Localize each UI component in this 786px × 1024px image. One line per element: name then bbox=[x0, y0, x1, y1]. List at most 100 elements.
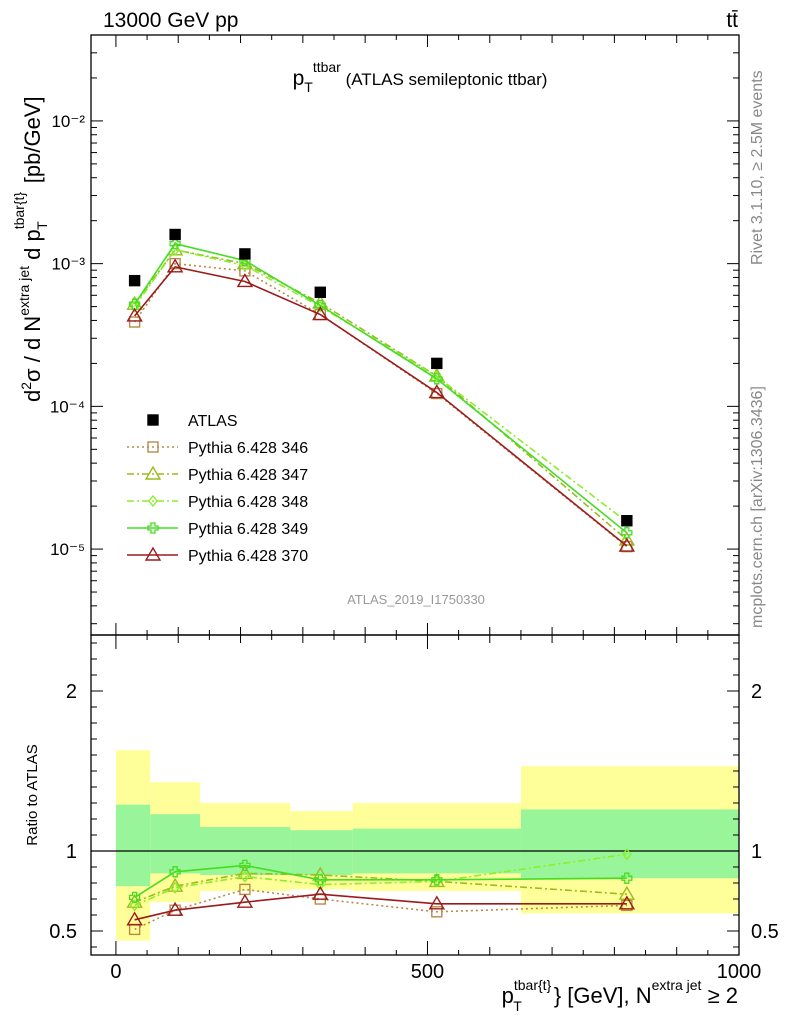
atlas-data-point bbox=[431, 357, 443, 370]
ratio-point bbox=[239, 859, 251, 872]
main-y-tick-label: 10⁻⁵ bbox=[50, 540, 85, 559]
ratio-y-axis-label: Ratio to ATLAS bbox=[24, 744, 41, 845]
legend-label: Pythia 6.428 349 bbox=[188, 521, 308, 538]
series-line bbox=[133, 265, 628, 547]
ratio-y-tick-label: 1 bbox=[66, 841, 77, 863]
ratio-y-tick-label: 2 bbox=[751, 681, 762, 703]
main-panel: 10⁻⁵ 10⁻⁴ 10⁻³ 10⁻² pTttbar (ATLAS semilept… bbox=[11, 34, 740, 636]
series-point bbox=[236, 273, 254, 288]
legend-label: Pythia 6.428 348 bbox=[188, 494, 308, 511]
legend: ATLAS Pythia 6.428 346 Pythia 6.428 347 Pyt… bbox=[127, 413, 308, 565]
mcplots-label: mcplots.cern.ch [arXiv:1306.3436] bbox=[749, 386, 766, 628]
ratio-y-tick-label: 2 bbox=[66, 681, 77, 703]
ratio-point bbox=[314, 874, 326, 886]
ratio-point bbox=[240, 870, 250, 883]
atlas-data-point bbox=[169, 228, 181, 241]
ratio-series-group bbox=[126, 848, 636, 936]
x-tick-label: 1000 bbox=[717, 961, 762, 983]
x-axis-label: ptbar{t} T} [GeV], Nextra jet ≥ 2 bbox=[502, 977, 738, 1014]
ratio-point bbox=[618, 885, 636, 900]
chart-title: pTttbar (ATLAS semileptonic ttbar) bbox=[293, 59, 548, 95]
ratio-line bbox=[134, 864, 627, 899]
analysis-watermark: ATLAS_2019_I1750330 bbox=[347, 592, 485, 607]
ratio-point bbox=[166, 901, 184, 916]
collision-label: 13000 GeV pp bbox=[103, 9, 238, 32]
ratio-y-tick-label: 0.5 bbox=[49, 921, 77, 943]
series-point bbox=[312, 306, 329, 321]
inner-band bbox=[290, 830, 353, 875]
process-label: tt̄ bbox=[726, 9, 738, 32]
ratio-panel: 0.5 0.5 1 1 2 2 0 500 1000 Ratio to ATLAS ptbar{… bbox=[24, 634, 779, 1014]
ratio-line bbox=[134, 893, 627, 921]
ratio-point bbox=[431, 906, 443, 918]
series-point bbox=[126, 307, 143, 322]
ratio-point bbox=[621, 872, 633, 884]
main-y-tick-label: 10⁻² bbox=[51, 112, 85, 131]
series-point bbox=[166, 258, 184, 273]
x-tick-label: 0 bbox=[110, 961, 121, 983]
atlas-data-point bbox=[128, 274, 141, 287]
ratio-uncertainty-bands bbox=[91, 750, 739, 941]
atlas-data-point bbox=[239, 248, 251, 260]
series-point bbox=[618, 531, 636, 546]
main-frame bbox=[90, 34, 740, 636]
series-point bbox=[431, 373, 443, 385]
ratio-point bbox=[621, 848, 632, 861]
ratio-point bbox=[166, 877, 184, 892]
ratio-point bbox=[236, 893, 254, 908]
series-point bbox=[169, 238, 181, 250]
ratio-point bbox=[129, 899, 140, 912]
legend-marker bbox=[148, 494, 158, 508]
rivet-label: Rivet 3.1.10, ≥ 2.5M events bbox=[749, 70, 766, 265]
main-y-axis-label: d2σ / d Nextra jet d ptbar{t} T [pb/GeV] bbox=[11, 96, 50, 402]
atlas-data-point bbox=[621, 515, 633, 527]
ratio-point bbox=[128, 891, 141, 904]
ratio-line bbox=[134, 853, 627, 907]
series-point bbox=[128, 298, 141, 310]
ratio-point bbox=[170, 881, 181, 894]
legend-label: Pythia 6.428 347 bbox=[188, 467, 308, 484]
main-y-tick-label: 10⁻³ bbox=[51, 255, 85, 274]
legend-label: Pythia 6.428 370 bbox=[188, 548, 308, 565]
ratio-point bbox=[126, 911, 143, 926]
main-axes: 10⁻⁵ 10⁻⁴ 10⁻³ 10⁻² bbox=[50, 34, 740, 635]
ratio-point bbox=[618, 895, 636, 910]
inner-band bbox=[150, 814, 201, 874]
ratio-point bbox=[169, 866, 181, 878]
ratio-point bbox=[315, 878, 326, 891]
series-point bbox=[431, 370, 442, 383]
ratio-y-tick-label: 1 bbox=[751, 841, 762, 863]
series-point bbox=[240, 259, 250, 272]
legend-marker bbox=[144, 465, 162, 480]
ratio-point bbox=[312, 885, 329, 900]
series-point bbox=[618, 537, 636, 552]
series-point bbox=[129, 300, 140, 313]
ratio-frame bbox=[90, 634, 740, 956]
ratio-point bbox=[428, 895, 446, 910]
series-line bbox=[133, 242, 628, 534]
series-point bbox=[315, 300, 326, 313]
ratio-point bbox=[431, 874, 443, 886]
x-tick-label: 500 bbox=[411, 961, 444, 983]
legend-marker bbox=[147, 522, 159, 534]
legend-label: ATLAS bbox=[188, 413, 238, 430]
legend-marker bbox=[144, 546, 162, 561]
main-y-tick-label: 10⁻⁴ bbox=[50, 397, 85, 416]
ratio-point bbox=[236, 865, 254, 880]
ratio-line bbox=[134, 872, 627, 903]
series-line bbox=[133, 248, 628, 523]
series-point bbox=[128, 316, 141, 328]
series-point bbox=[621, 527, 633, 539]
ratio-axes: 0.5 0.5 1 1 2 2 0 500 1000 bbox=[49, 635, 779, 983]
inner-band bbox=[520, 809, 739, 879]
inner-band bbox=[115, 804, 151, 887]
legend-marker bbox=[147, 441, 159, 453]
main-series-group bbox=[126, 228, 636, 553]
series-point bbox=[428, 384, 446, 399]
ratio-line bbox=[134, 888, 627, 931]
legend-marker bbox=[147, 414, 159, 426]
atlas-data-point bbox=[314, 286, 326, 298]
legend-label: Pythia 6.428 346 bbox=[188, 440, 308, 457]
ratio-point bbox=[126, 893, 143, 908]
